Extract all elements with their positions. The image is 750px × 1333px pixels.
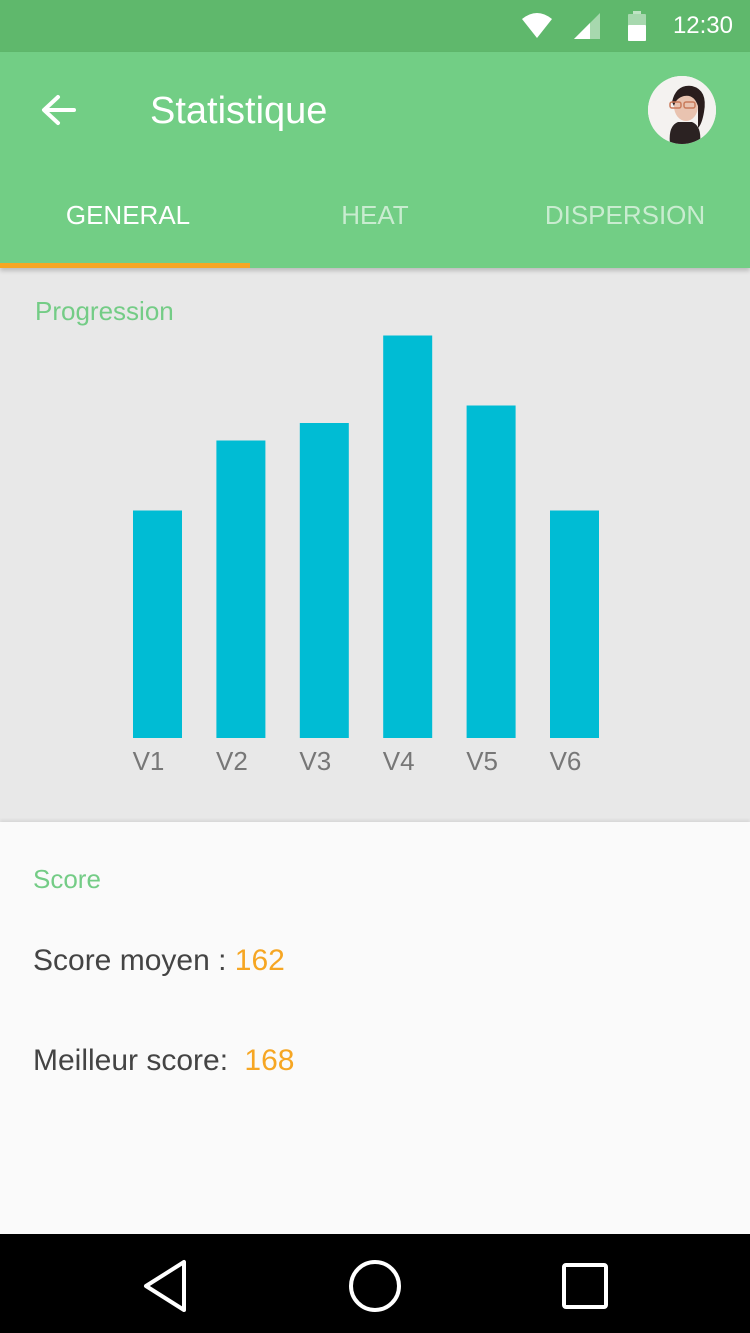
- progression-label: Progression: [35, 296, 174, 326]
- avatar[interactable]: [648, 76, 716, 144]
- signal-icon: [574, 13, 600, 39]
- bar-v2: [216, 440, 266, 738]
- tick-label-v5: V5: [466, 746, 498, 776]
- user-avatar-icon: [648, 76, 716, 144]
- best-score-label: Meilleur score:: [33, 1044, 237, 1077]
- page-title: Statistique: [150, 90, 328, 132]
- status-time: 12:30: [672, 12, 733, 39]
- tick-label-v1: V1: [133, 746, 165, 776]
- square-recents-icon: [562, 1263, 608, 1309]
- app-bar: Statistique GENERAL HEAT DISPERSION: [0, 52, 750, 268]
- status-bar: 12:30: [0, 0, 750, 52]
- tab-dispersion[interactable]: DISPERSION: [544, 200, 706, 230]
- score-section: Score Score moyen : 162 Meilleur score: …: [0, 822, 750, 1234]
- progression-chart: V1 V2 V3 V4 V5 V6: [133, 335, 599, 776]
- bar-v5: [466, 405, 516, 738]
- bar-v1: [133, 510, 182, 738]
- nav-home-button[interactable]: [345, 1256, 405, 1316]
- nav-back-button[interactable]: [136, 1256, 196, 1316]
- battery-icon: [628, 11, 646, 41]
- back-button[interactable]: [28, 80, 88, 140]
- wifi-icon: [522, 13, 552, 38]
- nav-recents-button[interactable]: [555, 1256, 615, 1316]
- best-score-value: 168: [244, 1044, 295, 1077]
- bar-v4: [383, 335, 433, 738]
- tick-label-v4: V4: [383, 746, 415, 776]
- arrow-left-icon: [42, 95, 76, 125]
- score-label: Score: [33, 864, 101, 894]
- tick-label-v3: V3: [299, 746, 331, 776]
- progression-section: Progression V1 V2 V3 V4 V5 V6: [0, 268, 750, 822]
- tab-general[interactable]: GENERAL: [65, 200, 191, 230]
- bar-v3: [299, 423, 349, 738]
- circle-home-icon: [349, 1260, 401, 1312]
- bar-v6: [550, 510, 599, 738]
- active-tab-indicator: [0, 263, 250, 268]
- navigation-bar: [0, 1234, 750, 1333]
- average-score-value: 162: [234, 944, 285, 977]
- best-score-row: Meilleur score: 168: [33, 1044, 294, 1078]
- tab-heat[interactable]: HEAT: [341, 200, 409, 230]
- tick-label-v6: V6: [550, 746, 582, 776]
- average-score-label: Score moyen :: [33, 944, 235, 977]
- triangle-back-icon: [144, 1260, 186, 1312]
- average-score-row: Score moyen : 162: [33, 944, 285, 978]
- tick-label-v2: V2: [216, 746, 248, 776]
